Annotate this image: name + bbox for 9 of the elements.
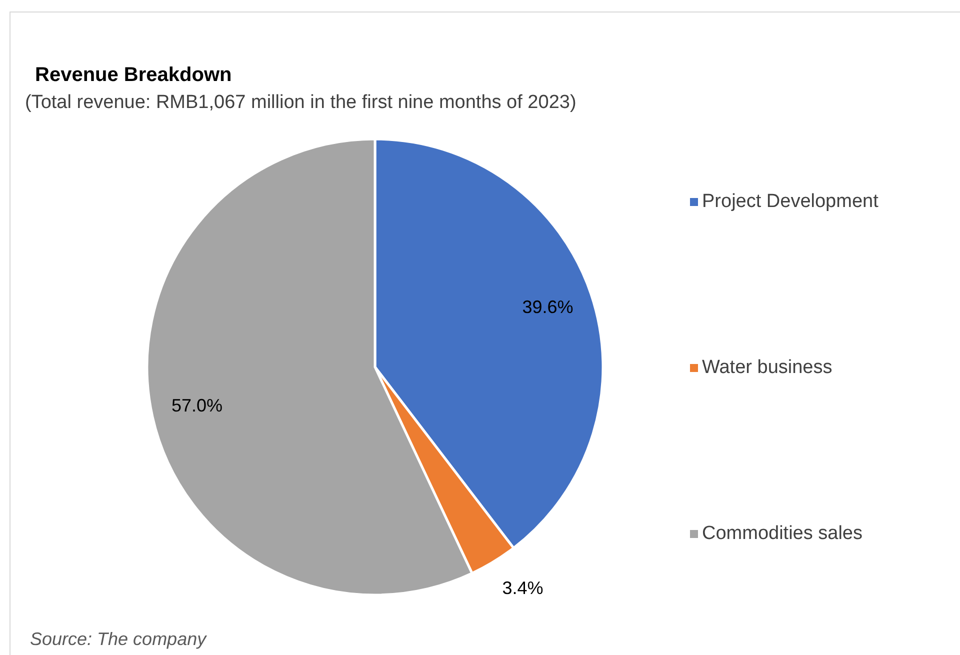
chart-subtitle: (Total revenue: RMB1,067 million in the first nine months of 2023) <box>25 92 576 113</box>
legend-label: Commodities sales <box>702 523 862 544</box>
data-label: 57.0% <box>171 396 223 416</box>
data-label: 3.4% <box>502 578 544 598</box>
legend-label: Water business <box>702 357 832 378</box>
data-label: 39.6% <box>522 297 574 318</box>
chart-title: Revenue Breakdown <box>35 64 232 86</box>
source-note: Source: The company <box>30 629 208 649</box>
legend-label: Project Development <box>702 191 880 212</box>
